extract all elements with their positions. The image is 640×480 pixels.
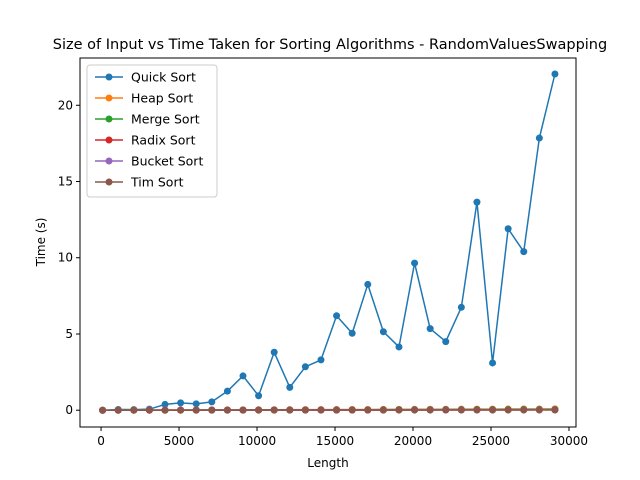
chart-title: Size of Input vs Time Taken for Sorting …: [53, 37, 607, 53]
legend-marker: [105, 94, 113, 102]
y-axis-label: Time (s): [34, 218, 48, 268]
data-point: [270, 406, 278, 414]
data-point: [161, 400, 169, 408]
x-tick-label: 0: [97, 434, 105, 448]
data-point: [192, 406, 200, 414]
legend-item: Radix Sort: [95, 133, 196, 148]
legend-label: Tim Sort: [130, 175, 184, 190]
data-point: [208, 406, 216, 414]
x-tick-label: 30000: [550, 434, 588, 448]
data-point: [286, 406, 294, 414]
data-point: [223, 406, 231, 414]
data-point: [395, 343, 403, 351]
x-axis: 0 5000 10000 15000 20000 25000 30000: [97, 427, 588, 448]
legend-item: Tim Sort: [95, 175, 184, 190]
x-axis-label: Length: [307, 456, 348, 470]
data-point: [426, 325, 434, 333]
legend-label: Radix Sort: [131, 133, 196, 148]
y-tick-label: 15: [58, 175, 73, 189]
data-point: [177, 406, 185, 414]
legend-item: Heap Sort: [95, 91, 193, 106]
legend-label: Bucket Sort: [131, 154, 203, 169]
legend-marker: [105, 157, 113, 165]
data-point: [489, 406, 497, 414]
x-tick-label: 15000: [316, 434, 354, 448]
data-point: [161, 406, 169, 414]
data-point: [239, 372, 247, 380]
data-point: [114, 406, 122, 414]
data-point: [504, 406, 512, 414]
y-tick-label: 0: [65, 403, 73, 417]
legend-item: Merge Sort: [95, 112, 200, 127]
data-point: [473, 198, 481, 206]
x-tick-label: 20000: [394, 434, 432, 448]
data-point: [551, 406, 559, 414]
legend-marker: [105, 73, 113, 81]
data-point: [192, 400, 200, 408]
data-point: [551, 70, 559, 78]
data-point: [348, 406, 356, 414]
data-point: [333, 312, 341, 320]
series-tim-sort: [99, 406, 559, 414]
data-point: [535, 406, 543, 414]
data-point: [457, 406, 465, 414]
data-point: [177, 399, 185, 407]
data-point: [317, 356, 325, 364]
data-point: [255, 392, 263, 400]
data-point: [145, 406, 153, 414]
data-point: [473, 406, 481, 414]
data-point: [457, 303, 465, 311]
legend-marker: [105, 115, 113, 123]
data-point: [442, 406, 450, 414]
data-point: [411, 259, 419, 267]
data-point: [333, 406, 341, 414]
data-point: [255, 406, 263, 414]
legend-item: Quick Sort: [95, 70, 196, 85]
data-point: [364, 280, 372, 288]
legend-item: Bucket Sort: [95, 154, 203, 169]
data-point: [223, 387, 231, 395]
data-point: [270, 348, 278, 356]
data-point: [286, 383, 294, 391]
data-point: [379, 328, 387, 336]
legend-label: Merge Sort: [131, 112, 200, 127]
data-point: [442, 338, 450, 346]
data-point: [504, 225, 512, 233]
legend-marker: [105, 136, 113, 144]
data-point: [364, 406, 372, 414]
data-point: [301, 406, 309, 414]
data-point: [348, 329, 356, 337]
x-tick-label: 10000: [238, 434, 276, 448]
y-tick-label: 10: [58, 251, 73, 265]
data-point: [239, 406, 247, 414]
y-tick-label: 20: [58, 98, 73, 112]
plot-area: [99, 70, 559, 414]
x-tick-label: 5000: [164, 434, 195, 448]
data-point: [520, 248, 528, 256]
y-tick-label: 5: [65, 327, 73, 341]
data-point: [520, 406, 528, 414]
data-point: [395, 406, 403, 414]
data-point: [489, 359, 497, 367]
legend-label: Quick Sort: [131, 70, 196, 85]
data-point: [130, 406, 138, 414]
x-tick-label: 25000: [472, 434, 510, 448]
data-point: [301, 363, 309, 371]
data-point: [99, 406, 107, 414]
data-point: [317, 406, 325, 414]
data-point: [411, 406, 419, 414]
legend-label: Heap Sort: [131, 91, 193, 106]
legend-marker: [105, 178, 113, 186]
legend: Quick Sort Heap Sort Merge Sort Radix Sort B…: [86, 64, 218, 198]
data-point: [535, 134, 543, 142]
data-point: [426, 406, 434, 414]
data-point: [379, 406, 387, 414]
y-axis: 0 5 10 15 20: [58, 98, 80, 417]
axes-frame: [79, 57, 577, 428]
data-point: [208, 398, 216, 406]
